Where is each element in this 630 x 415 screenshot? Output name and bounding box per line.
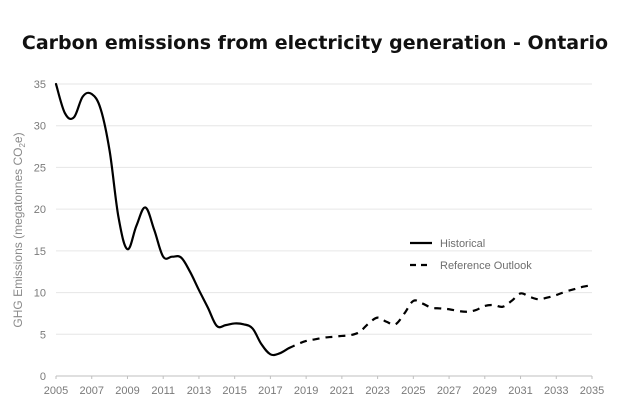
series-line-reference-outlook [287, 283, 593, 350]
x-tick-label-2015: 2015 [222, 385, 246, 397]
x-tick-label-2021: 2021 [330, 385, 354, 397]
x-tick-label-2019: 2019 [294, 385, 318, 397]
y-tick-label-20: 20 [34, 204, 46, 216]
axes [55, 375, 593, 379]
x-tick-label-2025: 2025 [401, 385, 425, 397]
x-tick-label-2033: 2033 [544, 385, 568, 397]
x-tick-label-2011: 2011 [151, 385, 175, 397]
y-tick-label-10: 10 [34, 288, 46, 300]
x-tick-label-2031: 2031 [508, 385, 532, 397]
x-tick-label-2009: 2009 [115, 385, 139, 397]
x-tick-label-2027: 2027 [437, 385, 461, 397]
series-line-historical [54, 82, 290, 357]
legend-label-reference-outlook: Reference Outlook [440, 260, 532, 272]
x-tick-label-2017: 2017 [258, 385, 282, 397]
y-tick-label-0: 0 [40, 371, 46, 383]
y-tick-label-15: 15 [34, 246, 46, 258]
x-tick-label-2029: 2029 [473, 385, 497, 397]
y-tick-label-35: 35 [34, 79, 46, 91]
x-tick-label-2035: 2035 [580, 385, 604, 397]
y-tick-label-30: 30 [34, 121, 46, 133]
x-tick-label-2005: 2005 [44, 385, 68, 397]
x-tick-label-2023: 2023 [365, 385, 389, 397]
legend-label-historical: Historical [440, 238, 485, 250]
x-tick-label-2013: 2013 [187, 385, 211, 397]
y-tick-label-25: 25 [34, 162, 46, 174]
gridlines [56, 83, 592, 335]
x-tick-label-2007: 2007 [79, 385, 103, 397]
series [54, 82, 593, 357]
y-tick-label-5: 5 [40, 329, 46, 341]
chart-title: Carbon emissions from electricity genera… [21, 32, 609, 54]
legend: Historical Reference Outlook [410, 238, 532, 272]
